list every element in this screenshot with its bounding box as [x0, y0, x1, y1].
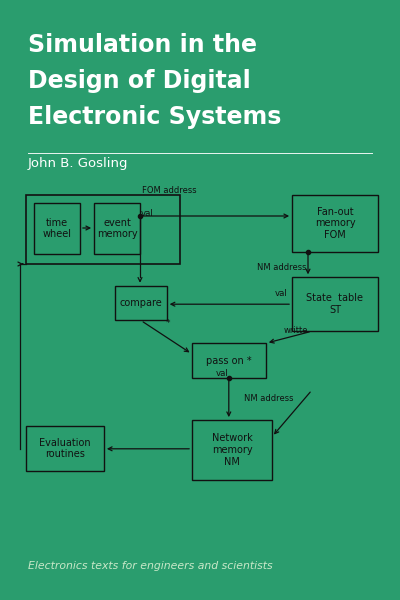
FancyBboxPatch shape [292, 277, 378, 331]
Text: pass on *: pass on * [206, 356, 252, 365]
FancyBboxPatch shape [192, 420, 272, 480]
FancyBboxPatch shape [34, 203, 80, 254]
Text: FOM address: FOM address [142, 186, 197, 195]
Text: Network
memory
NM: Network memory NM [212, 433, 252, 467]
Text: Fan-out
memory
FOM: Fan-out memory FOM [315, 207, 355, 240]
Text: val: val [141, 209, 154, 218]
FancyBboxPatch shape [192, 343, 266, 378]
FancyBboxPatch shape [26, 426, 104, 471]
Text: val: val [275, 289, 288, 298]
Text: *: * [166, 319, 170, 328]
Text: Evaluation
routines: Evaluation routines [39, 437, 91, 459]
Text: writte: writte [284, 326, 308, 335]
FancyBboxPatch shape [94, 203, 140, 254]
Text: NM address: NM address [244, 394, 294, 403]
Text: John B. Gosling: John B. Gosling [28, 157, 128, 170]
Text: Electronic Systems: Electronic Systems [28, 105, 281, 129]
FancyBboxPatch shape [26, 195, 180, 264]
FancyBboxPatch shape [115, 286, 167, 320]
Text: State  table
ST: State table ST [306, 293, 364, 315]
Text: Design of Digital: Design of Digital [28, 69, 251, 93]
Text: NM address: NM address [257, 263, 307, 272]
Text: Electronics texts for engineers and scientists: Electronics texts for engineers and scie… [28, 561, 273, 571]
Text: time
wheel: time wheel [42, 217, 72, 239]
Text: event
memory: event memory [97, 217, 137, 239]
FancyBboxPatch shape [292, 195, 378, 252]
Text: Simulation in the: Simulation in the [28, 33, 257, 57]
Text: val: val [216, 369, 229, 378]
Text: compare: compare [120, 298, 162, 308]
